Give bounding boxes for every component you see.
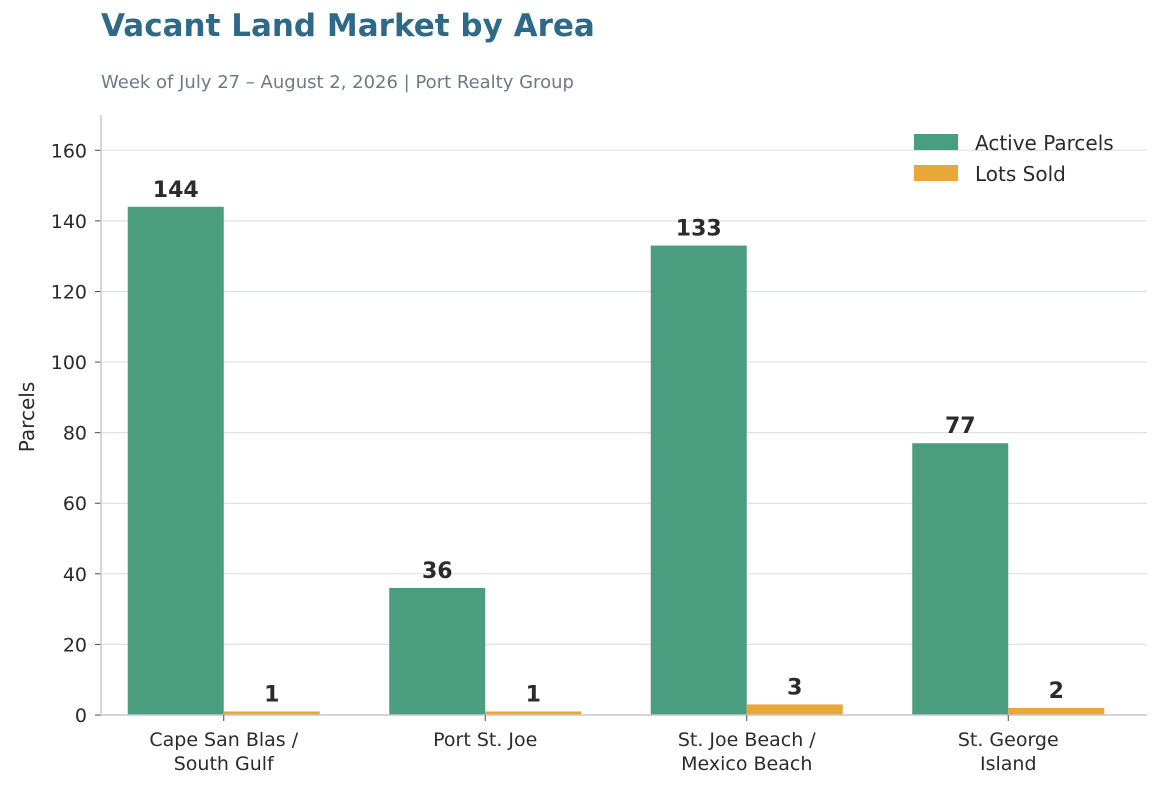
bar-active-parcels xyxy=(127,206,224,715)
y-tick-label: 100 xyxy=(51,352,87,374)
x-tick-label: St. George xyxy=(958,729,1059,751)
data-label: 36 xyxy=(422,559,453,584)
data-label: 133 xyxy=(676,217,722,242)
x-tick-label: South Gulf xyxy=(174,753,275,775)
legend-swatch-sold xyxy=(914,165,958,181)
legend-label: Active Parcels xyxy=(975,131,1114,155)
data-label: 77 xyxy=(945,414,976,439)
legend-swatch-active xyxy=(914,134,958,150)
y-tick-label: 120 xyxy=(51,281,87,303)
y-tick-label: 160 xyxy=(51,140,87,162)
y-tick-label: 60 xyxy=(63,493,87,515)
x-tick-label: Cape San Blas / xyxy=(149,729,298,751)
y-axis-label: Parcels xyxy=(15,382,39,452)
x-tick-label: St. Joe Beach / xyxy=(678,729,816,751)
axes: 0 20 40 60 80 100 120 140 160 Parcels Cape San Bla… xyxy=(15,115,1147,775)
data-label: 2 xyxy=(1049,679,1064,704)
bar-lots-sold xyxy=(746,704,843,715)
bar-active-parcels xyxy=(912,443,1009,715)
bar-lots-sold xyxy=(223,711,320,715)
bar-lots-sold xyxy=(485,711,582,715)
y-tick-label: 80 xyxy=(63,423,87,445)
data-label: 144 xyxy=(153,178,199,203)
bars xyxy=(127,206,1105,715)
data-labels: 144 1 36 1 133 3 77 2 xyxy=(153,178,1064,708)
legend-label: Lots Sold xyxy=(975,162,1066,186)
y-tick-label: 40 xyxy=(63,564,87,586)
bar-lots-sold xyxy=(1008,707,1105,715)
chart-subtitle: Week of July 27 – August 2, 2026 | Port … xyxy=(101,72,574,93)
x-tick-label: Mexico Beach xyxy=(681,753,812,775)
bar-active-parcels xyxy=(650,245,747,715)
legend: Active Parcels Lots Sold xyxy=(914,131,1114,186)
data-label: 1 xyxy=(526,682,541,707)
y-tick-label: 20 xyxy=(63,634,87,656)
chart-title: Vacant Land Market by Area xyxy=(101,8,595,44)
data-label: 1 xyxy=(264,682,279,707)
data-label: 3 xyxy=(787,675,802,700)
x-tick-label: Island xyxy=(980,753,1037,775)
y-tick-label: 0 xyxy=(75,705,87,727)
bar-active-parcels xyxy=(389,587,486,715)
y-tick-label: 140 xyxy=(51,211,87,233)
x-tick-label: Port St. Joe xyxy=(433,729,537,751)
